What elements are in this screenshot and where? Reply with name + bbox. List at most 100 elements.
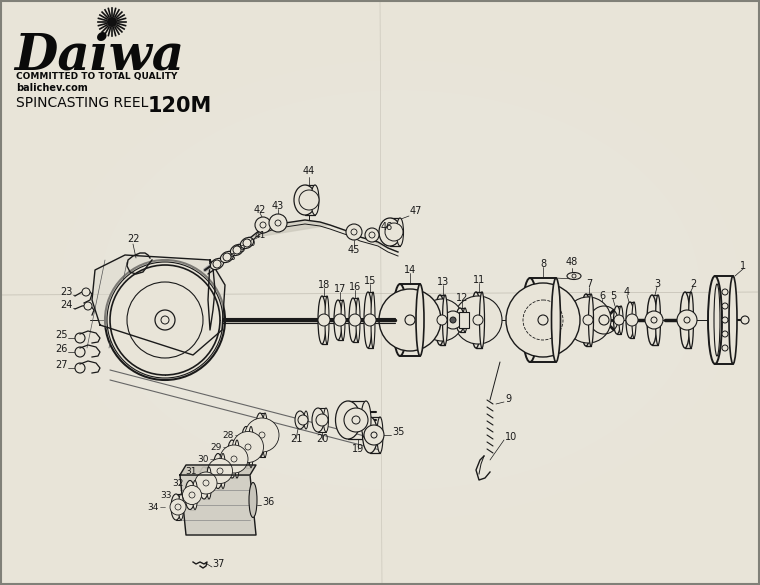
Circle shape	[572, 274, 576, 278]
Text: 16: 16	[349, 282, 361, 292]
Text: 8: 8	[540, 259, 546, 269]
Circle shape	[614, 315, 624, 325]
Circle shape	[259, 432, 265, 438]
Ellipse shape	[295, 411, 305, 429]
Ellipse shape	[471, 292, 481, 348]
Ellipse shape	[377, 417, 383, 453]
Ellipse shape	[211, 259, 223, 270]
Text: balichev.com: balichev.com	[16, 83, 87, 93]
Ellipse shape	[235, 440, 239, 478]
Ellipse shape	[304, 411, 308, 429]
Text: 21: 21	[290, 434, 302, 444]
Circle shape	[220, 445, 248, 473]
Text: 18: 18	[318, 280, 330, 290]
Ellipse shape	[463, 308, 467, 332]
Text: 25: 25	[55, 330, 68, 340]
Text: 24: 24	[61, 300, 73, 310]
Circle shape	[645, 311, 663, 329]
Circle shape	[379, 289, 441, 351]
Polygon shape	[180, 465, 256, 475]
Text: 15: 15	[364, 276, 376, 286]
Ellipse shape	[689, 292, 693, 348]
Circle shape	[365, 228, 379, 242]
Circle shape	[217, 468, 223, 474]
Circle shape	[107, 17, 117, 27]
Circle shape	[275, 220, 281, 226]
Circle shape	[155, 310, 175, 330]
Text: 14: 14	[404, 265, 416, 275]
Ellipse shape	[185, 480, 195, 510]
Circle shape	[161, 316, 169, 324]
Circle shape	[454, 296, 502, 344]
Circle shape	[245, 418, 279, 452]
Text: 28: 28	[223, 431, 234, 439]
Ellipse shape	[729, 276, 737, 364]
Text: 3: 3	[654, 279, 660, 289]
Ellipse shape	[318, 296, 326, 344]
Circle shape	[75, 363, 85, 373]
Ellipse shape	[435, 295, 445, 345]
Ellipse shape	[680, 292, 690, 348]
Circle shape	[344, 408, 368, 432]
Ellipse shape	[588, 294, 594, 346]
Circle shape	[195, 472, 217, 494]
Circle shape	[334, 314, 346, 326]
Ellipse shape	[613, 306, 620, 334]
Ellipse shape	[335, 401, 360, 439]
Circle shape	[269, 214, 287, 232]
Circle shape	[538, 315, 548, 325]
Circle shape	[243, 239, 251, 247]
Ellipse shape	[632, 302, 636, 338]
Ellipse shape	[364, 292, 372, 348]
Ellipse shape	[241, 426, 251, 467]
Circle shape	[444, 311, 462, 329]
Text: 34: 34	[147, 503, 159, 511]
Ellipse shape	[480, 292, 485, 348]
Ellipse shape	[647, 295, 657, 345]
Circle shape	[599, 315, 609, 325]
Circle shape	[385, 223, 403, 241]
Ellipse shape	[581, 294, 591, 346]
Circle shape	[450, 317, 456, 323]
Circle shape	[352, 416, 360, 424]
Text: 20: 20	[316, 434, 328, 444]
Ellipse shape	[262, 413, 268, 457]
Circle shape	[583, 315, 593, 325]
Circle shape	[231, 456, 237, 462]
Ellipse shape	[294, 185, 316, 215]
Circle shape	[84, 302, 92, 310]
Text: 2: 2	[690, 279, 696, 289]
Circle shape	[722, 289, 728, 295]
Circle shape	[421, 299, 463, 341]
Circle shape	[110, 265, 220, 375]
Ellipse shape	[171, 494, 181, 520]
Ellipse shape	[179, 494, 183, 520]
Ellipse shape	[240, 238, 254, 249]
Text: 47: 47	[410, 206, 423, 216]
Ellipse shape	[363, 417, 378, 453]
Ellipse shape	[379, 218, 401, 246]
Text: 38: 38	[224, 253, 236, 261]
Text: 27: 27	[55, 360, 68, 370]
Ellipse shape	[442, 295, 448, 345]
Circle shape	[371, 432, 377, 438]
Circle shape	[316, 414, 328, 426]
Polygon shape	[92, 255, 225, 355]
Ellipse shape	[192, 480, 198, 510]
Text: 120M: 120M	[148, 96, 212, 116]
Circle shape	[741, 316, 749, 324]
Ellipse shape	[334, 300, 342, 340]
Ellipse shape	[714, 284, 720, 356]
Circle shape	[349, 314, 361, 326]
Ellipse shape	[655, 295, 660, 345]
Ellipse shape	[324, 408, 328, 432]
Circle shape	[722, 331, 728, 337]
Ellipse shape	[397, 218, 404, 246]
Circle shape	[351, 229, 357, 235]
Text: 41: 41	[255, 232, 266, 240]
Circle shape	[626, 314, 638, 326]
Ellipse shape	[626, 302, 634, 338]
Ellipse shape	[341, 300, 345, 340]
Ellipse shape	[255, 413, 265, 457]
Ellipse shape	[416, 284, 424, 356]
